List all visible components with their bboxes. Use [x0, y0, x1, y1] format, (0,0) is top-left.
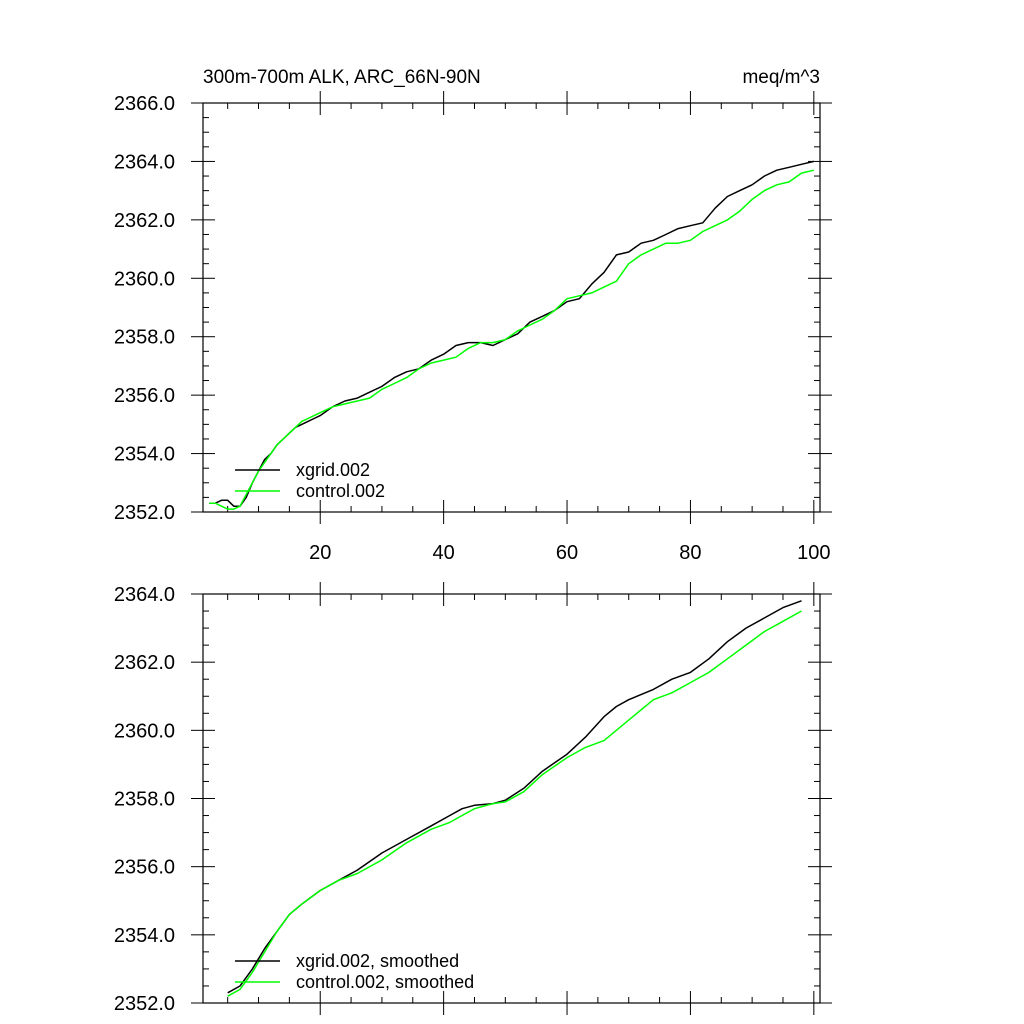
legend-label: xgrid.002 [296, 460, 370, 480]
x-tick-label: 20 [309, 542, 331, 564]
y-tick-label: 2366.0 [114, 93, 175, 115]
y-tick-label: 2356.0 [114, 385, 175, 407]
units-label: meq/m^3 [742, 67, 820, 88]
chart-title: 300m-700m ALK, ARC_66N-90N [203, 67, 481, 88]
x-tick-label: 60 [556, 542, 578, 564]
y-tick-label: 2362.0 [114, 652, 175, 674]
series-line-1 [209, 169, 814, 510]
y-tick-label: 2354.0 [114, 925, 175, 947]
y-tick-label: 2356.0 [114, 857, 175, 879]
bottom-panel: 2352.0 2354.0 2356.0 2358.0 2360.0 2362.0 2364… [114, 582, 832, 1015]
plot-frame [202, 102, 821, 513]
legend-label: control.002, smoothed [296, 972, 474, 992]
y-tick-label: 2358.0 [114, 789, 175, 811]
x-tick-label: 100 [797, 542, 830, 564]
legend-label: control.002 [296, 481, 385, 501]
y-tick-label: 2360.0 [114, 720, 175, 742]
x-tick-label: 80 [679, 542, 701, 564]
series-line-1 [227, 610, 802, 997]
y-tick-label: 2360.0 [114, 268, 175, 290]
y-tick-label: 2352.0 [114, 502, 175, 524]
series-line-0 [209, 160, 814, 507]
y-tick-label: 2362.0 [114, 210, 175, 232]
y-tick-label: 2354.0 [114, 444, 175, 466]
y-tick-label: 2358.0 [114, 327, 175, 349]
y-tick-label: 2364.0 [114, 584, 175, 606]
y-tick-label: 2352.0 [114, 993, 175, 1015]
legend-label: xgrid.002, smoothed [296, 951, 459, 971]
top-panel: 2352.0 2354.0 2356.0 2358.0 2360.0 2362.0 2364… [114, 67, 832, 564]
y-tick-label: 2364.0 [114, 151, 175, 173]
x-tick-label: 40 [433, 542, 455, 564]
